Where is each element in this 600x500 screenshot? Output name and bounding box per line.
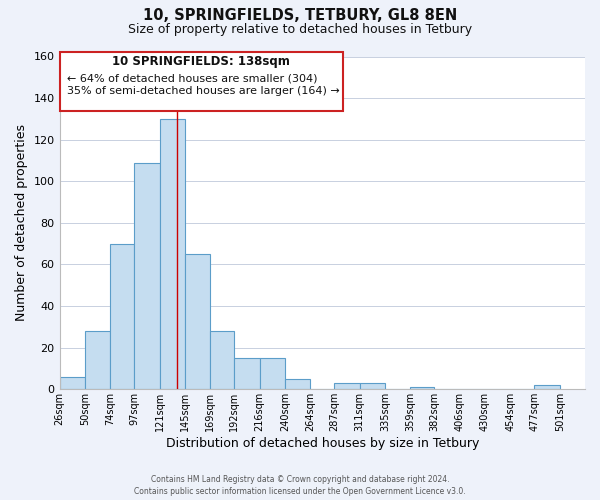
Text: Size of property relative to detached houses in Tetbury: Size of property relative to detached ho… <box>128 22 472 36</box>
Bar <box>410 387 434 390</box>
X-axis label: Distribution of detached houses by size in Tetbury: Distribution of detached houses by size … <box>166 437 479 450</box>
Text: Contains public sector information licensed under the Open Government Licence v3: Contains public sector information licen… <box>134 487 466 496</box>
Bar <box>535 385 560 390</box>
Bar <box>85 331 110 390</box>
Bar <box>134 162 160 390</box>
Bar <box>359 383 385 390</box>
Text: ← 64% of detached houses are smaller (304): ← 64% of detached houses are smaller (30… <box>67 74 317 84</box>
Text: 10, SPRINGFIELDS, TETBURY, GL8 8EN: 10, SPRINGFIELDS, TETBURY, GL8 8EN <box>143 8 457 22</box>
Text: 35% of semi-detached houses are larger (164) →: 35% of semi-detached houses are larger (… <box>67 86 340 97</box>
Bar <box>334 383 359 390</box>
Text: Contains HM Land Registry data © Crown copyright and database right 2024.: Contains HM Land Registry data © Crown c… <box>151 475 449 484</box>
Text: 10 SPRINGFIELDS: 138sqm: 10 SPRINGFIELDS: 138sqm <box>112 55 290 68</box>
Bar <box>59 377 85 390</box>
Bar <box>160 119 185 390</box>
Bar <box>185 254 210 390</box>
Y-axis label: Number of detached properties: Number of detached properties <box>15 124 28 322</box>
Bar <box>110 244 134 390</box>
Bar <box>260 358 285 390</box>
Bar <box>210 331 235 390</box>
Bar <box>285 379 310 390</box>
Bar <box>235 358 260 390</box>
